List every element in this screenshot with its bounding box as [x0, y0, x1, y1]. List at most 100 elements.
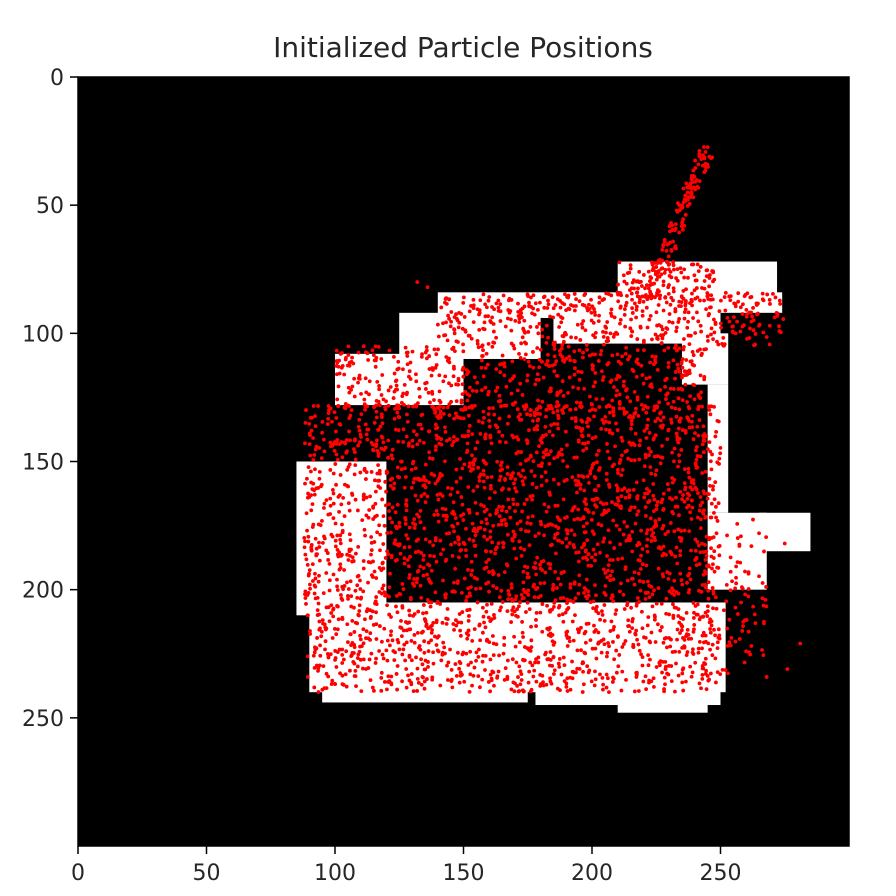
- particle-point: [404, 685, 409, 690]
- particle-point: [432, 473, 437, 478]
- particle-point: [701, 438, 706, 443]
- particle-point: [393, 387, 398, 392]
- particle-point: [706, 165, 710, 169]
- particle-point: [491, 329, 496, 334]
- particle-point: [491, 572, 495, 577]
- particle-point: [643, 455, 648, 460]
- particle-point: [583, 651, 588, 656]
- particle-point: [682, 337, 686, 341]
- particle-point: [560, 452, 564, 457]
- particle-point: [711, 487, 715, 492]
- particle-point: [646, 446, 651, 451]
- particle-point: [409, 680, 413, 685]
- particle-point: [447, 316, 451, 321]
- particle-point: [611, 577, 616, 582]
- particle-point: [401, 440, 406, 444]
- particle-point: [562, 302, 567, 307]
- particle-point: [682, 345, 686, 349]
- particle-point: [540, 334, 545, 339]
- particle-point: [574, 335, 578, 340]
- particle-point: [637, 648, 642, 653]
- particle-point: [700, 286, 704, 290]
- particle-point: [485, 475, 490, 480]
- particle-point: [652, 617, 657, 622]
- particle-point: [529, 638, 534, 643]
- particle-point: [417, 644, 422, 648]
- particle-point: [505, 609, 510, 614]
- particle-point: [464, 368, 469, 372]
- particle-point: [468, 385, 472, 390]
- particle-point: [623, 639, 628, 643]
- particle-point: [629, 418, 634, 423]
- particle-point: [575, 648, 580, 653]
- particle-point: [538, 519, 543, 524]
- particle-point: [556, 312, 561, 317]
- particle-point: [482, 534, 487, 539]
- particle-point: [613, 612, 618, 616]
- particle-point: [373, 661, 378, 665]
- particle-point: [466, 633, 471, 638]
- particle-point: [694, 612, 699, 617]
- particle-point: [567, 639, 572, 644]
- particle-point: [460, 466, 465, 471]
- particle-point: [433, 590, 438, 595]
- particle-point: [335, 627, 340, 632]
- particle-point: [314, 663, 319, 668]
- particle-point: [309, 493, 314, 498]
- particle-point: [483, 385, 488, 390]
- particle-point: [448, 324, 453, 329]
- particle-point: [496, 305, 501, 310]
- particle-point: [565, 544, 569, 549]
- particle-point: [670, 497, 674, 502]
- particle-point: [473, 586, 478, 591]
- particle-point: [427, 480, 431, 485]
- particle-point: [622, 279, 627, 284]
- particle-point: [419, 550, 424, 555]
- particle-point: [657, 517, 662, 522]
- particle-point: [664, 611, 669, 616]
- particle-point: [449, 668, 454, 672]
- particle-point: [374, 398, 379, 403]
- particle-point: [482, 472, 486, 477]
- particle-point: [683, 307, 688, 312]
- particle-point: [412, 577, 417, 581]
- particle-point: [587, 307, 592, 311]
- particle-point: [673, 309, 678, 314]
- particle-point: [419, 494, 424, 498]
- particle-point: [709, 623, 714, 628]
- particle-point: [689, 674, 694, 679]
- particle-point: [748, 326, 752, 331]
- particle-point: [377, 468, 382, 473]
- particle-point: [446, 660, 451, 665]
- particle-point: [761, 330, 766, 335]
- particle-point: [693, 537, 698, 542]
- particle-point: [599, 650, 604, 655]
- particle-point: [327, 407, 331, 412]
- particle-point: [648, 360, 653, 365]
- particle-point: [487, 589, 491, 594]
- particle-point: [471, 297, 476, 302]
- particle-point: [587, 417, 592, 422]
- particle-point: [705, 604, 710, 609]
- particle-point: [648, 465, 653, 470]
- particle-point: [545, 306, 550, 310]
- particle-point: [411, 521, 415, 526]
- particle-point: [498, 398, 503, 403]
- particle-point: [656, 269, 661, 273]
- particle-point: [684, 358, 689, 362]
- particle-point: [550, 639, 555, 644]
- particle-point: [605, 320, 610, 324]
- particle-point: [467, 464, 472, 469]
- particle-point: [407, 572, 412, 577]
- particle-point: [682, 481, 687, 486]
- particle-point: [672, 529, 677, 534]
- particle-point: [432, 347, 437, 352]
- particle-point: [696, 433, 701, 438]
- particle-point: [546, 657, 551, 661]
- particle-point: [374, 595, 379, 599]
- particle-point: [680, 624, 685, 629]
- particle-point: [311, 481, 316, 486]
- particle-point: [377, 387, 382, 392]
- particle-point: [351, 447, 356, 452]
- particle-point: [616, 282, 620, 287]
